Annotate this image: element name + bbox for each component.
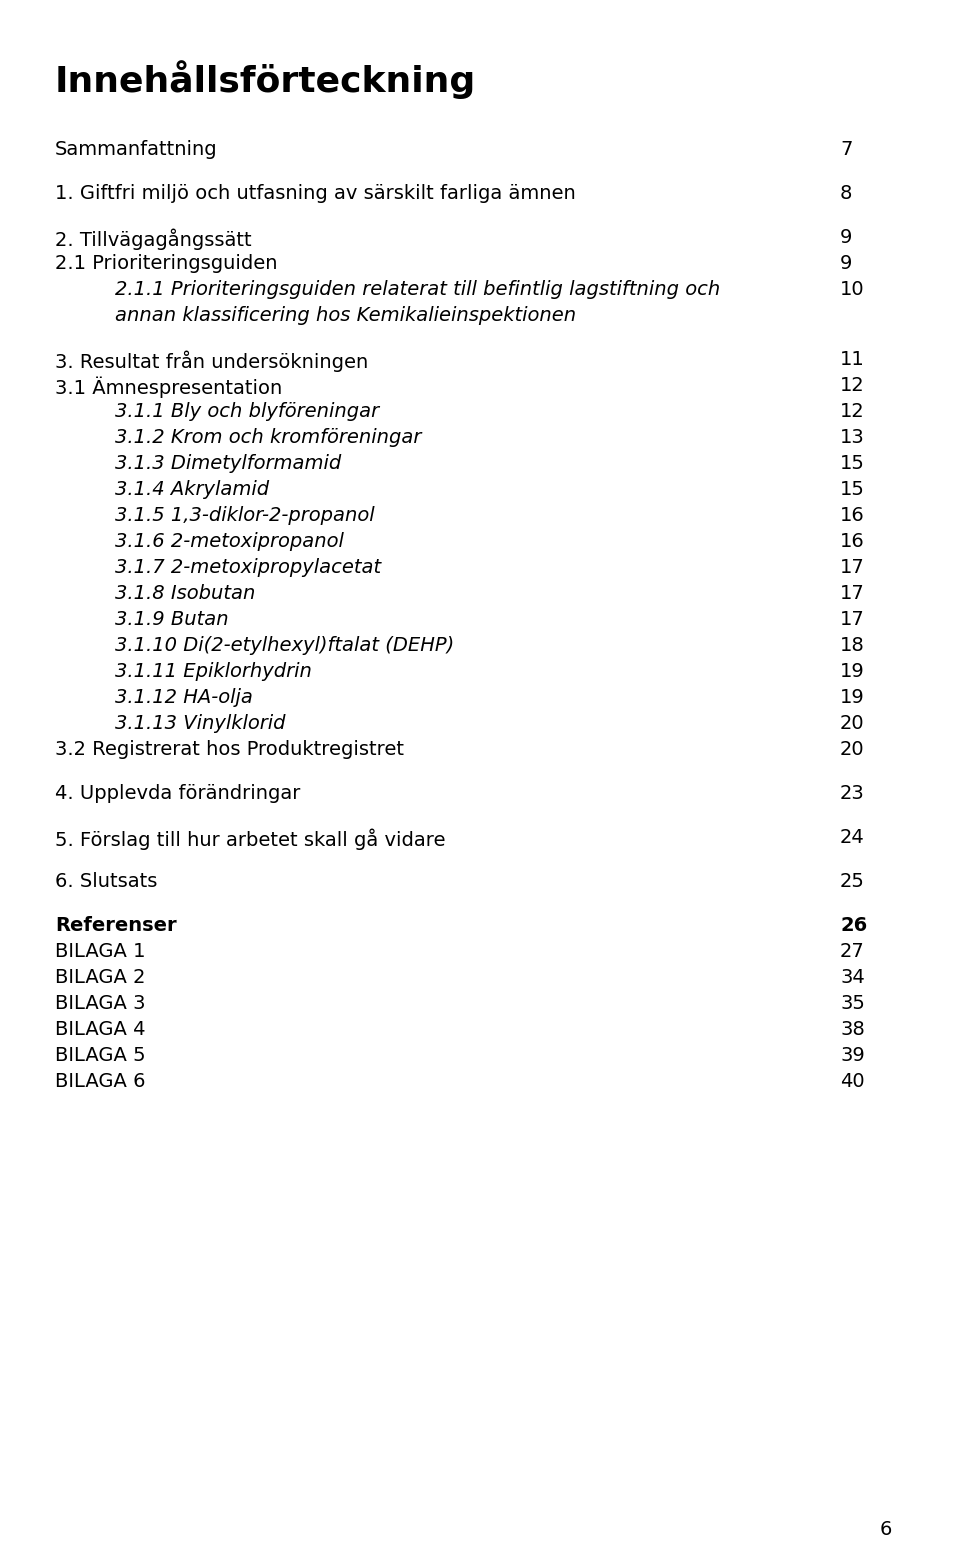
Text: 3.1.3 Dimetylformamid: 3.1.3 Dimetylformamid [115, 454, 341, 473]
Text: 19: 19 [840, 688, 865, 707]
Text: 26: 26 [840, 916, 867, 935]
Text: 3.2 Registrerat hos Produktregistret: 3.2 Registrerat hos Produktregistret [55, 739, 404, 760]
Text: 35: 35 [840, 994, 865, 1014]
Text: 2.1 Prioriteringsguiden: 2.1 Prioriteringsguiden [55, 254, 277, 273]
Text: Referenser: Referenser [55, 916, 177, 935]
Text: 20: 20 [840, 715, 865, 733]
Text: 3.1.13 Vinylklorid: 3.1.13 Vinylklorid [115, 715, 285, 733]
Text: 24: 24 [840, 828, 865, 846]
Text: 7: 7 [840, 140, 852, 160]
Text: 40: 40 [840, 1073, 865, 1091]
Text: 3.1.10 Di(2-etylhexyl)ftalat (DEHP): 3.1.10 Di(2-etylhexyl)ftalat (DEHP) [115, 636, 454, 656]
Text: 3.1.5 1,3-diklor-2-propanol: 3.1.5 1,3-diklor-2-propanol [115, 505, 374, 525]
Text: 5. Förslag till hur arbetet skall gå vidare: 5. Förslag till hur arbetet skall gå vid… [55, 828, 445, 849]
Text: 3.1.1 Bly och blyföreningar: 3.1.1 Bly och blyföreningar [115, 401, 379, 422]
Text: 3.1.4 Akrylamid: 3.1.4 Akrylamid [115, 480, 269, 499]
Text: 17: 17 [840, 558, 865, 577]
Text: 12: 12 [840, 377, 865, 395]
Text: 11: 11 [840, 350, 865, 369]
Text: BILAGA 3: BILAGA 3 [55, 994, 146, 1014]
Text: 23: 23 [840, 784, 865, 803]
Text: 13: 13 [840, 428, 865, 446]
Text: 9: 9 [840, 228, 852, 246]
Text: 18: 18 [840, 636, 865, 656]
Text: 9: 9 [840, 254, 852, 273]
Text: 6. Slutsats: 6. Slutsats [55, 873, 157, 891]
Text: BILAGA 1: BILAGA 1 [55, 942, 146, 961]
Text: BILAGA 2: BILAGA 2 [55, 969, 146, 987]
Text: 3.1.7 2-metoxipropylacetat: 3.1.7 2-metoxipropylacetat [115, 558, 381, 577]
Text: 15: 15 [840, 454, 865, 473]
Text: 20: 20 [840, 739, 865, 760]
Text: 6: 6 [880, 1521, 893, 1539]
Text: 2. Tillvägagångssätt: 2. Tillvägagångssätt [55, 228, 252, 250]
Text: 12: 12 [840, 401, 865, 422]
Text: BILAGA 5: BILAGA 5 [55, 1046, 146, 1065]
Text: 16: 16 [840, 532, 865, 550]
Text: 10: 10 [840, 281, 865, 299]
Text: 19: 19 [840, 662, 865, 680]
Text: 34: 34 [840, 969, 865, 987]
Text: 39: 39 [840, 1046, 865, 1065]
Text: Sammanfattning: Sammanfattning [55, 140, 218, 160]
Text: 16: 16 [840, 505, 865, 525]
Text: BILAGA 4: BILAGA 4 [55, 1020, 146, 1038]
Text: 3.1 Ämnespresentation: 3.1 Ämnespresentation [55, 377, 282, 397]
Text: Innehållsförteckning: Innehållsförteckning [55, 60, 476, 99]
Text: 3.1.2 Krom och kromföreningar: 3.1.2 Krom och kromföreningar [115, 428, 421, 446]
Text: annan klassificering hos Kemikalieinspektionen: annan klassificering hos Kemikalieinspek… [115, 305, 576, 326]
Text: 8: 8 [840, 184, 852, 203]
Text: 17: 17 [840, 584, 865, 603]
Text: 2.1.1 Prioriteringsguiden relaterat till befintlig lagstiftning och: 2.1.1 Prioriteringsguiden relaterat till… [115, 281, 720, 299]
Text: 25: 25 [840, 873, 865, 891]
Text: 3.1.12 HA-olja: 3.1.12 HA-olja [115, 688, 252, 707]
Text: 3.1.9 Butan: 3.1.9 Butan [115, 611, 228, 629]
Text: 1. Giftfri miljö och utfasning av särskilt farliga ämnen: 1. Giftfri miljö och utfasning av särski… [55, 184, 576, 203]
Text: 38: 38 [840, 1020, 865, 1038]
Text: 4. Upplevda förändringar: 4. Upplevda förändringar [55, 784, 300, 803]
Text: 3.1.8 Isobutan: 3.1.8 Isobutan [115, 584, 255, 603]
Text: 3.1.11 Epiklorhydrin: 3.1.11 Epiklorhydrin [115, 662, 312, 680]
Text: 3.1.6 2-metoxipropanol: 3.1.6 2-metoxipropanol [115, 532, 344, 550]
Text: 17: 17 [840, 611, 865, 629]
Text: 15: 15 [840, 480, 865, 499]
Text: 27: 27 [840, 942, 865, 961]
Text: 3. Resultat från undersökningen: 3. Resultat från undersökningen [55, 350, 369, 372]
Text: BILAGA 6: BILAGA 6 [55, 1073, 146, 1091]
